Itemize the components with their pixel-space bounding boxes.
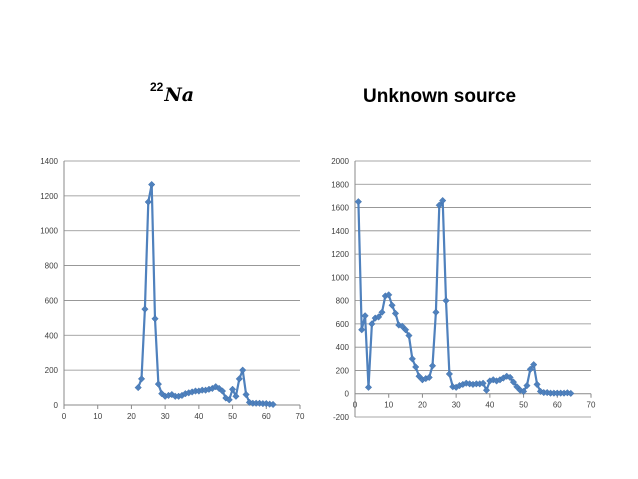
data-point bbox=[269, 400, 277, 409]
y-tick-label: 1600 bbox=[331, 204, 349, 213]
data-point bbox=[242, 390, 250, 399]
data-point bbox=[375, 313, 383, 321]
y-tick-label: 1200 bbox=[40, 192, 58, 201]
x-tick-label: 10 bbox=[93, 412, 102, 421]
chart-title-unknown-source: Unknown source bbox=[363, 86, 517, 107]
data-point bbox=[368, 320, 376, 328]
y-tick-label: 800 bbox=[336, 297, 350, 306]
data-point bbox=[408, 355, 416, 363]
x-tick-label: 0 bbox=[62, 412, 67, 421]
x-tick-label: 70 bbox=[587, 401, 596, 410]
data-point bbox=[401, 326, 410, 334]
data-point bbox=[364, 383, 373, 391]
chart-na22: 0 200 400 600 800 1000 1200 1400 0 10 20 30 40 50 60 70 bbox=[40, 157, 305, 421]
x-tick-label: 40 bbox=[194, 412, 203, 421]
y-tick-label: 2000 bbox=[331, 157, 349, 166]
chart-unknown: -200020040060080010001200140016001800200… bbox=[331, 157, 596, 422]
y-tick-label: 1800 bbox=[331, 180, 349, 189]
data-point bbox=[215, 384, 223, 393]
y-tick-label: 0 bbox=[54, 401, 59, 410]
data-point bbox=[168, 390, 176, 399]
data-point bbox=[385, 291, 393, 299]
data-point bbox=[361, 312, 369, 320]
data-point bbox=[391, 309, 400, 318]
chart-title-na22: 22Na bbox=[150, 80, 195, 106]
y-tick-label: -200 bbox=[333, 413, 350, 422]
data-point bbox=[222, 394, 230, 402]
data-point bbox=[388, 301, 396, 309]
data-point bbox=[144, 198, 152, 206]
series-line bbox=[137, 183, 274, 406]
data-point bbox=[154, 380, 162, 388]
x-tick-label: 50 bbox=[228, 412, 237, 421]
data-point bbox=[212, 383, 220, 391]
x-tick-label: 30 bbox=[161, 412, 170, 421]
data-point bbox=[148, 180, 156, 189]
y-tick-label: 1000 bbox=[331, 273, 349, 282]
data-point bbox=[482, 386, 491, 394]
y-tick-label: 400 bbox=[45, 331, 59, 340]
x-tick-label: 70 bbox=[296, 412, 305, 421]
y-tick-label: 400 bbox=[336, 343, 350, 352]
data-point bbox=[354, 198, 362, 206]
data-point bbox=[137, 375, 146, 383]
data-point bbox=[439, 196, 447, 205]
data-point bbox=[428, 362, 437, 370]
y-tick-label: 800 bbox=[45, 262, 59, 271]
data-point bbox=[425, 373, 433, 382]
data-point bbox=[412, 363, 420, 371]
x-tick-label: 10 bbox=[384, 401, 393, 410]
data-point bbox=[506, 373, 514, 382]
data-point bbox=[225, 396, 233, 404]
data-point bbox=[445, 370, 453, 378]
y-tick-label: 1000 bbox=[40, 227, 58, 236]
x-tick-label: 60 bbox=[262, 412, 271, 421]
data-point bbox=[509, 378, 518, 386]
isotope-mass-number: 22 bbox=[150, 80, 164, 94]
x-tick-label: 0 bbox=[353, 401, 358, 410]
data-point bbox=[378, 308, 386, 316]
y-tick-label: 1400 bbox=[40, 157, 58, 166]
x-tick-label: 50 bbox=[519, 401, 528, 410]
y-tick-label: 200 bbox=[45, 366, 59, 375]
element-symbol: Na bbox=[164, 84, 195, 106]
data-point bbox=[239, 366, 247, 374]
data-point bbox=[218, 387, 227, 395]
x-tick-label: 30 bbox=[452, 401, 461, 410]
data-point bbox=[134, 383, 142, 392]
data-point bbox=[435, 201, 443, 209]
x-tick-label: 20 bbox=[127, 412, 136, 421]
y-tick-label: 200 bbox=[336, 366, 350, 375]
y-tick-label: 600 bbox=[336, 320, 350, 329]
data-point bbox=[158, 390, 166, 398]
y-tick-label: 1200 bbox=[331, 250, 349, 259]
x-tick-label: 60 bbox=[553, 401, 562, 410]
x-tick-label: 20 bbox=[418, 401, 427, 410]
data-point bbox=[141, 305, 149, 313]
data-point bbox=[519, 387, 528, 395]
data-point bbox=[533, 380, 541, 389]
series-line bbox=[357, 199, 571, 395]
y-tick-label: 1400 bbox=[331, 227, 349, 236]
data-point bbox=[232, 392, 240, 400]
data-point bbox=[235, 375, 243, 383]
data-point bbox=[479, 379, 487, 387]
data-point bbox=[523, 381, 531, 390]
data-point bbox=[526, 365, 534, 373]
data-point bbox=[151, 315, 159, 323]
data-point bbox=[567, 389, 575, 397]
data-point bbox=[228, 385, 237, 393]
y-tick-label: 600 bbox=[45, 296, 59, 305]
data-point bbox=[442, 297, 450, 305]
data-point bbox=[530, 361, 538, 369]
data-point bbox=[405, 331, 413, 340]
data-point bbox=[358, 326, 366, 334]
data-point bbox=[432, 308, 440, 316]
x-tick-label: 40 bbox=[485, 401, 494, 410]
y-tick-label: 0 bbox=[345, 390, 350, 399]
